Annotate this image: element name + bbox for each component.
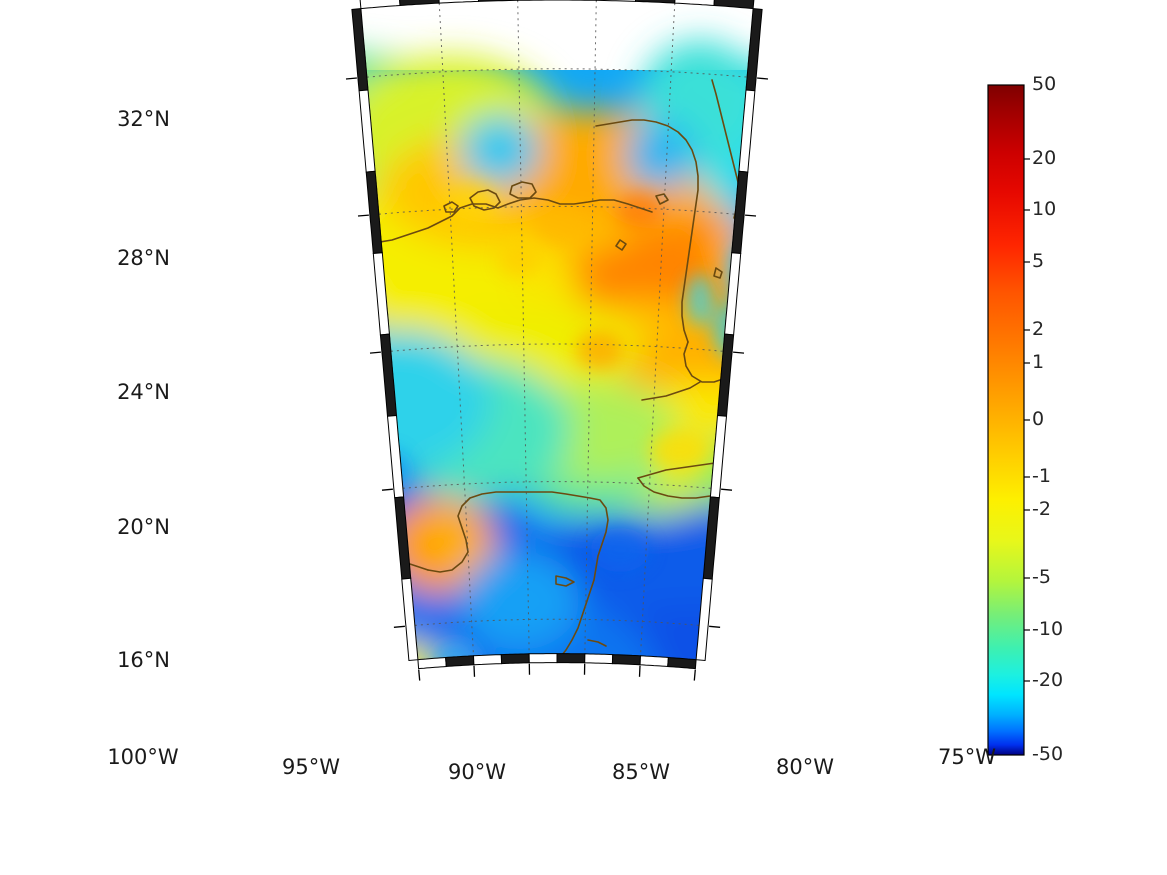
tick-mark: [473, 665, 476, 677]
tick-mark: [369, 351, 381, 354]
graticule-meridian: [438, 3, 474, 656]
tick-mark: [745, 214, 757, 217]
tick-mark: [357, 214, 369, 217]
colorbar-tick-label-11: -20: [1032, 669, 1064, 691]
tick-mark: [381, 488, 393, 491]
lon-tick-label-0: 100°W: [107, 745, 179, 769]
tick-mark: [418, 669, 421, 681]
frame-stripe: [359, 0, 401, 10]
map-data-field: [360, 40, 754, 660]
lat-tick-label-1: 28°N: [117, 246, 170, 270]
colorbar-tick-label-9: -5: [1032, 566, 1051, 588]
field-blobs: [360, 40, 754, 660]
colorbar-tick-label-3: 5: [1032, 250, 1045, 272]
colorbar-tick-label-5: 1: [1032, 351, 1045, 373]
lat-tick-label-0: 32°N: [117, 107, 170, 131]
graticule-meridian: [584, 0, 597, 654]
frame-stripe: [399, 0, 440, 7]
graticule-meridian: [640, 3, 676, 656]
frame-stripe: [695, 577, 713, 662]
frame-stripe: [417, 656, 447, 670]
colorbar-tick-label-0: 50: [1032, 73, 1057, 95]
axis-ticks: [345, 77, 769, 681]
frame-stripe: [595, 0, 637, 2]
frame-stripe: [584, 653, 614, 665]
colorbar-tick-label-10: -10: [1032, 618, 1064, 640]
colorbar-tick-label-6: 0: [1032, 408, 1045, 430]
frame-stripe: [472, 654, 503, 666]
tick-mark: [393, 625, 405, 628]
lat-tick-label-4: 16°N: [117, 648, 170, 672]
frame-stripe: [500, 653, 530, 665]
frame-stripe: [611, 654, 642, 666]
lat-tick-label-2: 24°N: [117, 380, 170, 404]
lon-tick-label-1: 95°W: [282, 755, 340, 779]
tick-mark: [693, 669, 696, 681]
frame-stripe: [674, 0, 715, 7]
frame-stripe: [634, 0, 676, 4]
tick-mark: [757, 77, 769, 80]
frame-stripe: [667, 656, 697, 670]
tick-mark: [345, 77, 357, 80]
lon-tick-label-4: 80°W: [776, 755, 834, 779]
frame-stripe: [713, 0, 755, 10]
frame-stripe: [639, 655, 669, 668]
graticule-meridian: [517, 0, 530, 654]
frame-stripe: [477, 0, 519, 2]
lon-tick-label-3: 85°W: [612, 760, 670, 784]
tick-mark: [721, 488, 733, 491]
colorbar[interactable]: [987, 84, 1030, 756]
colorbar-gradient[interactable]: [987, 84, 1025, 756]
colorbar-tick-label-12: -50: [1032, 743, 1064, 765]
tick-mark: [638, 665, 641, 677]
frame-stripe: [401, 577, 419, 662]
lat-tick-label-3: 20°N: [117, 515, 170, 539]
frame-stripe: [528, 653, 558, 664]
graticule-parallel: [390, 343, 724, 352]
colorbar-tick-label-2: 10: [1032, 198, 1057, 220]
colorbar-tick-label-8: -2: [1032, 498, 1051, 520]
frame-stripe: [556, 653, 586, 664]
lon-tick-label-5: 75°W: [938, 745, 996, 769]
tick-mark: [733, 351, 745, 354]
colorbar-tick-label-4: 2: [1032, 318, 1045, 340]
lon-tick-label-2: 90°W: [448, 760, 506, 784]
colorbar-ticks: [1024, 158, 1030, 682]
frame-stripe: [445, 655, 475, 668]
colorbar-tick-label-7: -1: [1032, 465, 1051, 487]
colorbar-tick-label-1: 20: [1032, 147, 1057, 169]
map-frame: [351, 0, 763, 670]
frame-stripe: [438, 0, 480, 4]
tick-mark: [709, 625, 721, 628]
